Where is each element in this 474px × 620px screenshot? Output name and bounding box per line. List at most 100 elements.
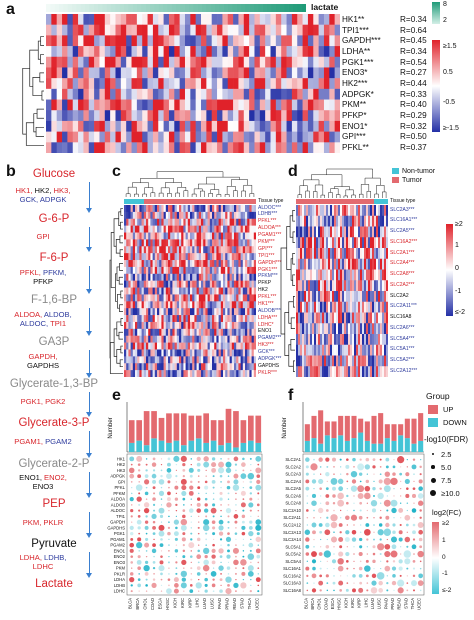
dendrogram-branch — [183, 190, 189, 197]
heatmap-cell — [141, 315, 145, 323]
heatmap-cell — [307, 131, 314, 143]
heatmap-cell — [128, 363, 131, 371]
heatmap-cell — [253, 328, 256, 337]
heatmap-cell — [154, 301, 158, 309]
heatmap-cell — [340, 291, 343, 303]
bubble — [340, 466, 342, 468]
heatmap-cell — [344, 205, 347, 217]
heatmap-cell — [62, 56, 68, 68]
heatmap-cell — [137, 321, 140, 330]
heatmap-cell — [110, 35, 116, 47]
heatmap-cell — [366, 226, 369, 238]
heatmap-cell — [198, 349, 202, 357]
heatmap-cell — [238, 232, 241, 240]
heatmap-cell — [126, 356, 129, 364]
bubble — [311, 551, 317, 558]
heatmap-cell — [346, 205, 349, 217]
heatmap-cell — [247, 273, 250, 281]
heatmap-cell — [154, 246, 158, 254]
heatmap-cell — [247, 321, 250, 330]
bar-up — [158, 417, 165, 441]
heatmap-cell — [307, 78, 314, 90]
heatmap-cell — [205, 225, 208, 233]
heatmap-cell — [352, 269, 355, 281]
heatmap-cell — [146, 273, 149, 281]
enzyme-name: PFKL, — [19, 268, 43, 277]
heatmap-cell — [259, 14, 266, 25]
heatmap-cell — [179, 67, 186, 79]
heatmap-cell — [308, 291, 311, 303]
bubble — [384, 471, 391, 477]
heatmap-cell — [201, 239, 204, 247]
heatmap-cell — [296, 237, 299, 249]
bubble — [175, 503, 178, 507]
heatmap-cell — [195, 56, 202, 68]
heatmap-cell — [196, 321, 200, 330]
heatmap-cell — [183, 370, 186, 377]
heatmap-cell — [216, 321, 219, 330]
heatmap-cell — [94, 110, 100, 122]
tissue-type-cell — [158, 199, 161, 204]
bubble — [325, 509, 329, 512]
heatmap-cell — [372, 334, 375, 346]
heatmap-cell — [223, 211, 226, 220]
heatmap-cell — [233, 24, 239, 36]
heatmap-cell — [291, 120, 298, 132]
enzyme-name: HK2, — [34, 185, 54, 195]
heatmap-cell — [124, 294, 127, 302]
bubble — [242, 538, 244, 540]
heatmap-cell — [234, 315, 237, 323]
heatmap-cell — [142, 78, 148, 90]
heatmap-cell — [329, 78, 335, 90]
heatmap-cell — [370, 334, 373, 346]
heatmap-cell — [207, 280, 211, 288]
bubble — [167, 462, 171, 467]
heatmap-cell — [163, 35, 170, 47]
heatmap-cell — [249, 294, 252, 302]
heatmap-cell — [195, 88, 202, 100]
heatmap-cell — [320, 366, 323, 377]
heatmap-cell — [306, 258, 309, 270]
heatmap-cell — [174, 131, 180, 143]
bubble — [406, 575, 408, 577]
heatmap-cell — [318, 215, 321, 227]
heatmap-cell — [148, 315, 151, 323]
bar-up — [195, 415, 202, 439]
heatmap-cell — [238, 246, 241, 254]
heatmap-cell — [320, 291, 323, 303]
heatmap-cell — [203, 356, 206, 364]
heatmap-cell — [231, 335, 235, 343]
heatmap-cell — [183, 301, 186, 309]
heatmap-cell — [216, 301, 219, 309]
heatmap-cell — [346, 226, 349, 238]
heatmap-cell — [380, 344, 383, 356]
heatmap-cell — [227, 24, 234, 36]
heatmap-cell — [184, 110, 191, 122]
heatmap-cell — [128, 253, 131, 261]
heatmap-cell — [198, 232, 202, 240]
heatmap-cell — [323, 46, 330, 58]
heatmap-cell — [312, 258, 315, 270]
heatmap-cell — [233, 120, 239, 132]
heatmap-cell — [157, 342, 160, 350]
heatmap-cell — [238, 370, 241, 377]
heatmap-cell — [344, 355, 347, 367]
heatmap-cell — [368, 291, 371, 303]
heatmap-cell — [214, 308, 217, 316]
heatmap-cell — [251, 356, 255, 364]
bubble — [325, 471, 330, 477]
heatmap-cell — [174, 211, 178, 220]
heatmap-cell — [338, 312, 341, 324]
heatmap-cell — [179, 328, 182, 337]
heatmap-cell — [233, 67, 239, 79]
heatmap-cell — [356, 323, 359, 335]
heatmap-cell — [126, 308, 129, 316]
heatmap-cell — [136, 88, 143, 100]
heatmap-cell — [146, 363, 149, 371]
bubble — [257, 584, 260, 587]
bubble — [167, 526, 171, 530]
heatmap-cell — [238, 78, 245, 90]
bubble — [167, 561, 170, 564]
heatmap-cell — [104, 24, 111, 36]
heatmap-cell — [300, 269, 303, 281]
